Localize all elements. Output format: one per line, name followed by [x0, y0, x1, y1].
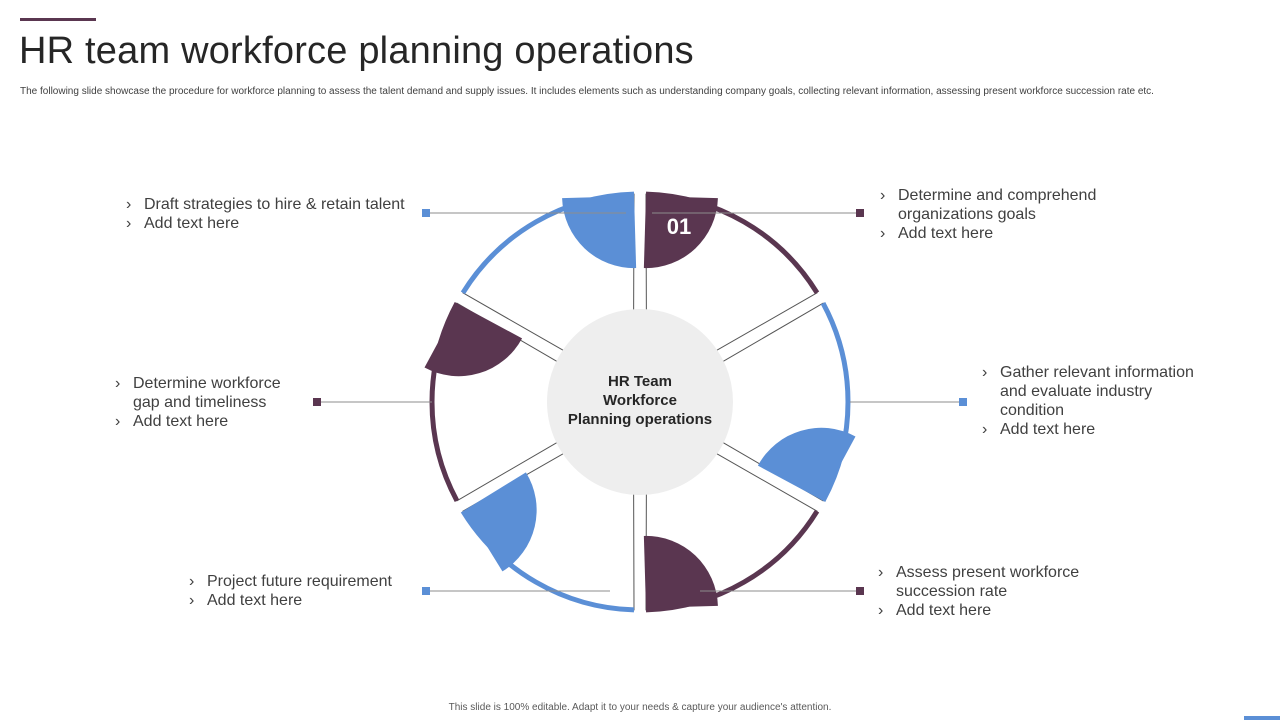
chevron-right-icon: › — [126, 196, 132, 213]
connector-marker-05 — [313, 398, 321, 406]
connector-marker-06 — [422, 209, 430, 217]
step-number-05: 05 — [456, 444, 482, 469]
step-number-03: 03 — [754, 513, 780, 538]
segment-rim-01 — [645, 191, 820, 295]
chevron-right-icon: › — [126, 215, 132, 232]
bullet-text: Determine workforce gap and timeliness — [133, 375, 281, 411]
chevron-right-icon: › — [880, 225, 886, 242]
list-item: › Add text here — [878, 601, 1079, 620]
segment-rim-04 — [460, 509, 635, 613]
list-item: › Draft strategies to hire & retain talen… — [126, 195, 405, 214]
chevron-right-icon: › — [982, 364, 988, 381]
bullet-text: Determine and comprehend organizations g… — [898, 187, 1097, 223]
bullet-text: Project future requirement — [207, 573, 392, 590]
chevron-right-icon: › — [878, 564, 884, 581]
chevron-right-icon: › — [880, 187, 886, 204]
chevron-right-icon: › — [878, 602, 884, 619]
list-item: › Gather relevant information and evaluat… — [982, 363, 1194, 420]
connector-marker-03 — [856, 587, 864, 595]
center-circle — [547, 309, 733, 495]
chevron-right-icon: › — [982, 421, 988, 438]
step-01-text: › Determine and comprehend organizations … — [880, 186, 1096, 243]
list-item: › Determine and comprehend organizations … — [880, 186, 1096, 224]
bullet-text: Gather relevant information and evaluate… — [1000, 364, 1194, 419]
step-number-01: 01 — [666, 214, 692, 239]
list-item: › Add text here — [880, 224, 1096, 243]
list-item: › Project future requirement — [189, 572, 392, 591]
center-label-text: HR Team Workforce Planning operations — [567, 373, 713, 428]
chevron-right-icon: › — [115, 375, 121, 392]
list-item: › Add text here — [189, 591, 392, 610]
title-accent-bar — [20, 18, 96, 21]
list-item: › Add text here — [126, 214, 405, 233]
bullet-text: Add text here — [898, 225, 994, 242]
list-item: › Determine workforce gap and timeliness — [115, 374, 281, 412]
step-03-text: › Assess present workforce succession rat… — [878, 563, 1079, 620]
bullet-text: Assess present workforce succession rate — [896, 564, 1080, 600]
connector-marker-04 — [422, 587, 430, 595]
segment-rim-06 — [460, 191, 635, 295]
bullet-text: Add text here — [1000, 421, 1096, 438]
page-title: HR team workforce planning operations — [19, 30, 694, 72]
bullet-text: Add text here — [133, 413, 229, 430]
chevron-right-icon: › — [115, 413, 121, 430]
step-04-text: › Project future requirement › Add text he… — [189, 572, 392, 610]
step-number-04: 04 — [585, 562, 611, 587]
bullet-text: Add text here — [207, 592, 303, 609]
step-badge-05 — [424, 304, 523, 377]
page-subtitle: The following slide showcase the procedu… — [20, 86, 1154, 97]
corner-accent — [1244, 716, 1280, 720]
step-05-text: › Determine workforce gap and timeliness … — [115, 374, 281, 431]
bullet-text: Add text here — [896, 602, 992, 619]
step-badge-01 — [643, 196, 718, 269]
step-number-06: 06 — [493, 267, 519, 292]
list-item: › Add text here — [115, 412, 281, 431]
chevron-right-icon: › — [189, 573, 195, 590]
step-02-text: › Gather relevant information and evaluat… — [982, 363, 1194, 439]
list-item: › Add text here — [982, 420, 1194, 439]
bullet-text: Draft strategies to hire & retain talent — [144, 196, 405, 213]
step-badge-04 — [464, 472, 537, 572]
segment-rim-02 — [820, 302, 851, 502]
step-badge-03 — [643, 535, 718, 608]
bullet-text: Add text here — [144, 215, 240, 232]
chevron-right-icon: › — [189, 592, 195, 609]
step-06-text: › Draft strategies to hire & retain talen… — [126, 195, 405, 233]
segment-rim-05 — [429, 302, 460, 502]
footer-note: This slide is 100% editable. Adapt it to… — [448, 702, 832, 713]
list-item: › Assess present workforce succession rat… — [878, 563, 1079, 601]
connector-marker-01 — [856, 209, 864, 217]
connector-marker-02 — [959, 398, 967, 406]
center-label: HR Team Workforce Planning operations — [549, 372, 731, 429]
segment-rim-03 — [645, 509, 820, 613]
step-badge-02 — [757, 427, 856, 500]
step-badge-06 — [562, 196, 637, 269]
step-number-02: 02 — [797, 338, 823, 363]
